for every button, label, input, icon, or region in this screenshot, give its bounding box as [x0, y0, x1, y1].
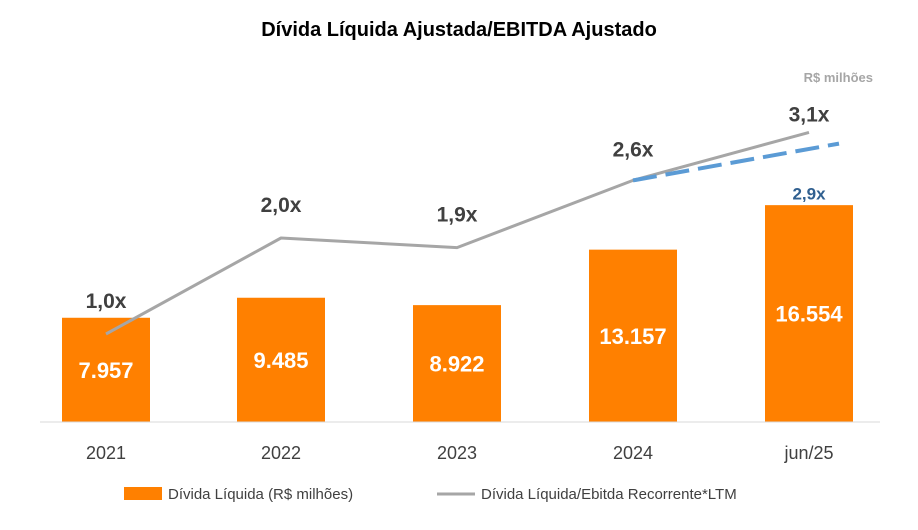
bar-value-label: 13.157 [599, 324, 666, 349]
ratio-label: 2,6x [613, 138, 654, 161]
bar-value-label: 16.554 [775, 302, 843, 327]
unit-note: R$ milhões [804, 70, 873, 85]
x-tick-label: 2024 [613, 443, 653, 463]
bar [62, 317, 150, 422]
lines-group: 1,0x 2,0x 1,9x 2,6x 3,1x 2,9x [86, 103, 840, 336]
legend-label-line: Dívida Líquida/Ebitda Recorrente*LTM [481, 486, 737, 503]
legend-swatch-bar [124, 487, 162, 500]
ratio-line [105, 130, 810, 336]
ratio-label: 2,0x [261, 194, 302, 217]
legend-label-bar: Dívida Líquida (R$ milhões) [168, 486, 353, 503]
ratio-label: 3,1x [789, 103, 830, 126]
legend: Dívida Líquida (R$ milhões) Dívida Líqui… [124, 486, 737, 503]
bar [589, 249, 677, 422]
chart-title: Dívida Líquida Ajustada/EBITDA Ajustado [261, 19, 657, 41]
x-tick-label: 2023 [437, 443, 477, 463]
bar-value-label: 7.957 [78, 358, 133, 383]
bar-value-label: 9.485 [253, 348, 308, 373]
x-tick-label: 2022 [261, 443, 301, 463]
ratio-label: 1,9x [437, 204, 478, 227]
bars-group: 7.957 9.485 8.922 13.157 16.554 [62, 205, 853, 422]
bar [765, 205, 853, 422]
x-tick-label: 2021 [86, 443, 126, 463]
bar [237, 297, 325, 422]
x-tick-label: jun/25 [783, 443, 833, 463]
bar [413, 305, 501, 422]
ratio-label: 1,0x [86, 290, 127, 313]
bar-value-label: 8.922 [429, 352, 484, 377]
dashed-line [632, 141, 840, 183]
x-axis-labels: 2021 2022 2023 2024 jun/25 [86, 443, 834, 463]
dashed-ratio-label: 2,9x [792, 185, 826, 204]
